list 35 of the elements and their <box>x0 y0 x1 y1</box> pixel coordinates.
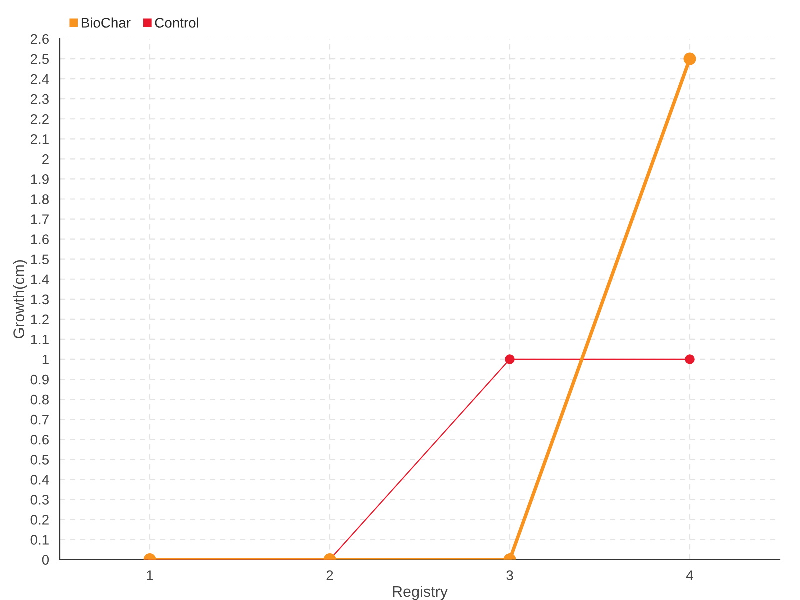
y-axis-title: Growth(cm) <box>13 260 28 339</box>
y-tick-label: 0.9 <box>30 374 49 385</box>
y-tick-label: 1.9 <box>31 174 49 184</box>
y-tick-label: 0 <box>42 555 50 565</box>
y-tick-label: 0.2 <box>30 515 49 525</box>
y-tick-label: 0.5 <box>30 454 50 465</box>
y-tick-label: 0.6 <box>30 434 49 445</box>
x-axis-title: Registry <box>393 586 448 600</box>
y-tick-label: 1 <box>42 354 49 365</box>
y-tick-label: 1.4 <box>31 274 50 284</box>
y-tick-label: 0.3 <box>30 495 49 505</box>
y-tick-label: 2.1 <box>30 134 49 144</box>
y-tick-label: 2.6 <box>30 34 49 44</box>
y-tick-label: 1.1 <box>31 334 49 344</box>
y-tick-label: 0.1 <box>30 535 49 545</box>
legend-label: Control <box>155 18 198 28</box>
y-tick-label: 1.3 <box>31 294 49 305</box>
x-tick-label: 4 <box>686 570 694 580</box>
x-tick-label: 1 <box>147 570 154 580</box>
y-tick-label: 0.4 <box>30 475 50 485</box>
y-tick-label: 2.5 <box>30 54 50 64</box>
y-tick-label: 2 <box>42 154 49 164</box>
y-tick-label: 1.8 <box>31 194 49 204</box>
x-tick-label: 3 <box>506 570 514 580</box>
x-tick-label: 2 <box>326 570 334 580</box>
y-tick-label: 0.7 <box>30 414 49 425</box>
y-tick-label: 0.8 <box>30 394 49 405</box>
y-tick-label: 2.3 <box>30 94 49 104</box>
y-tick-label: 2.4 <box>30 74 50 84</box>
y-tick-label: 1.5 <box>31 254 50 265</box>
legend-label: BioChar <box>82 18 131 28</box>
y-tick-label: 1.7 <box>31 214 49 224</box>
y-tick-label: 2.2 <box>30 114 49 124</box>
y-tick-label: 1.2 <box>31 314 49 324</box>
y-tick-label: 1.6 <box>31 234 49 244</box>
